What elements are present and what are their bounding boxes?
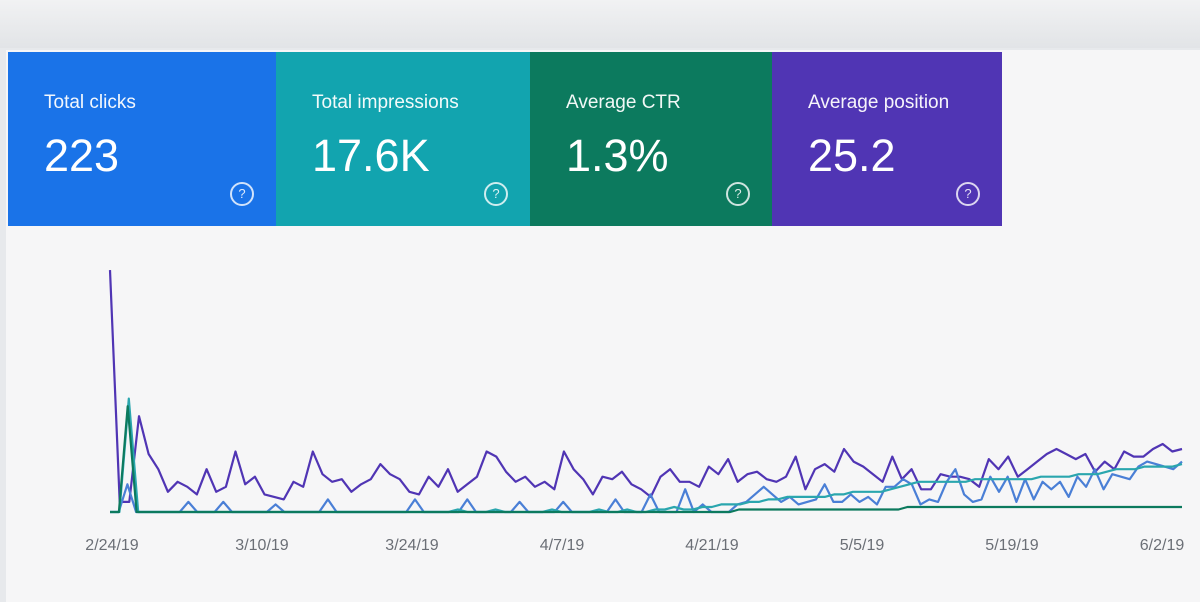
- metric-value: 1.3%: [566, 130, 669, 181]
- metric-value: 223: [44, 130, 120, 181]
- metric-label: Total clicks: [44, 92, 136, 113]
- metric-label: Average position: [808, 92, 950, 113]
- series-line-0: [108, 270, 1183, 503]
- metric-cards: Total clicks 223 ? Total impressions 17.…: [8, 52, 1008, 226]
- x-tick-label: 5/19/19: [985, 537, 1038, 554]
- performance-line-chart: 2/24/19 3/10/19 3/24/19 4/7/19 4/21/19 5/5/19…: [85, 270, 1185, 554]
- metric-card-average-position[interactable]: Average position 25.2 ?: [772, 52, 1002, 226]
- x-tick-label: 6/2/19: [1140, 537, 1185, 554]
- x-tick-label: 3/24/19: [385, 537, 438, 554]
- metric-card-total-clicks[interactable]: Total clicks 223 ?: [8, 52, 276, 226]
- browser-top-band: [0, 0, 1200, 48]
- search-console-performance-panel: Total clicks 223 ? Total impressions 17.…: [6, 50, 1200, 602]
- help-icon[interactable]: ?: [484, 182, 508, 206]
- metric-value: 25.2: [808, 130, 896, 181]
- metric-card-average-ctr[interactable]: Average CTR 1.3% ?: [530, 52, 772, 226]
- metric-card-total-impressions[interactable]: Total impressions 17.6K ?: [276, 52, 530, 226]
- help-icon[interactable]: ?: [956, 182, 980, 206]
- help-icon[interactable]: ?: [230, 182, 254, 206]
- x-tick-label: 5/5/19: [840, 537, 885, 554]
- x-tick-label: 4/7/19: [540, 537, 585, 554]
- help-icon[interactable]: ?: [726, 182, 750, 206]
- x-tick-label: 4/21/19: [685, 537, 738, 554]
- metric-label: Total impressions: [312, 92, 459, 113]
- series-line-3: [110, 405, 1182, 514]
- x-tick-label: 3/10/19: [235, 537, 288, 554]
- metric-label: Average CTR: [566, 92, 681, 113]
- x-tick-label: 2/24/19: [85, 537, 138, 554]
- series-line-1: [110, 460, 1183, 514]
- metric-value: 17.6K: [312, 130, 430, 181]
